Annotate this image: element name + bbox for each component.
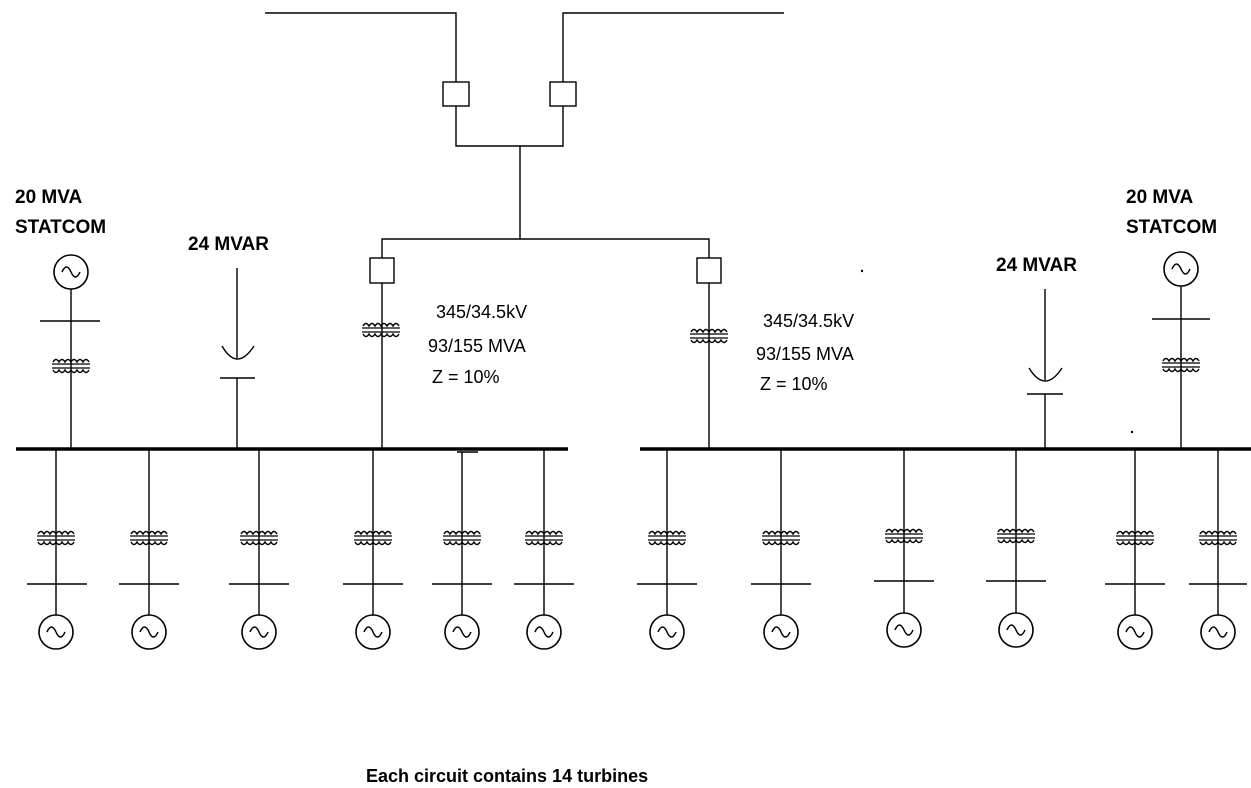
turbine-feeder[interactable] bbox=[514, 449, 574, 650]
turbine-generator-icon bbox=[763, 614, 799, 650]
incoming-line-left bbox=[265, 12, 457, 82]
breaker-main-xfmr-right[interactable] bbox=[696, 257, 722, 284]
turbine-generator-icon bbox=[355, 614, 391, 650]
turbine-generator-icon bbox=[1200, 614, 1236, 650]
turbine-feeder[interactable] bbox=[27, 449, 87, 650]
turbine-generator-icon bbox=[886, 612, 922, 648]
hv-bus-tie bbox=[381, 106, 710, 258]
statcom-right-name: STATCOM bbox=[1126, 217, 1217, 238]
breaker-main-xfmr-left[interactable] bbox=[369, 257, 395, 284]
statcom-right-generator-icon bbox=[1163, 251, 1199, 287]
transformer-left-voltage: 345/34.5kV bbox=[436, 302, 527, 322]
capbank-right-label: 24 MVAR bbox=[996, 255, 1077, 276]
turbine-feeder[interactable] bbox=[432, 452, 492, 650]
transformer-right-voltage: 345/34.5kV bbox=[763, 311, 854, 331]
turbine-feeder[interactable] bbox=[986, 449, 1046, 648]
footer-note: Each circuit contains 14 turbines bbox=[366, 766, 648, 786]
breaker-incoming-right[interactable] bbox=[549, 81, 577, 107]
turbine-feeder[interactable] bbox=[874, 449, 934, 648]
turbine-feeder[interactable] bbox=[1105, 449, 1165, 650]
statcom-right-rating: 20 MVA bbox=[1126, 187, 1194, 208]
turbine-feeder[interactable] bbox=[751, 449, 811, 650]
statcom-left-rating: 20 MVA bbox=[15, 187, 83, 208]
statcom-left-generator-icon bbox=[53, 254, 89, 290]
turbine-feeders-right bbox=[637, 449, 1247, 650]
capbank-left-label: 24 MVAR bbox=[188, 234, 269, 255]
turbine-generator-icon bbox=[649, 614, 685, 650]
turbine-feeder[interactable] bbox=[1189, 449, 1247, 650]
incoming-line-right bbox=[562, 12, 784, 82]
transformer-left-impedance: Z = 10% bbox=[432, 367, 500, 387]
turbine-feeders-left bbox=[27, 449, 574, 650]
turbine-feeder[interactable] bbox=[229, 449, 289, 650]
transformer-right-rating: 93/155 MVA bbox=[756, 344, 854, 364]
statcom-left[interactable] bbox=[40, 254, 100, 449]
turbine-feeder[interactable] bbox=[637, 449, 697, 650]
turbine-generator-icon bbox=[241, 614, 277, 650]
breaker-incoming-left[interactable] bbox=[442, 81, 470, 107]
turbine-feeder[interactable] bbox=[119, 449, 179, 650]
transformer-right-impedance: Z = 10% bbox=[760, 374, 828, 394]
capbank-left[interactable] bbox=[220, 268, 255, 449]
statcom-right[interactable] bbox=[1152, 251, 1210, 449]
main-transformer-left-icon bbox=[361, 322, 401, 338]
turbine-generator-icon bbox=[38, 614, 74, 650]
transformer-left-rating: 93/155 MVA bbox=[428, 336, 526, 356]
statcom-left-name: STATCOM bbox=[15, 217, 106, 238]
turbine-feeder[interactable] bbox=[343, 449, 403, 650]
capbank-right[interactable] bbox=[1027, 289, 1063, 449]
turbine-generator-icon bbox=[444, 614, 480, 650]
turbine-generator-icon bbox=[526, 614, 562, 650]
turbine-generator-icon bbox=[1117, 614, 1153, 650]
turbine-generator-icon bbox=[131, 614, 167, 650]
turbine-generator-icon bbox=[998, 612, 1034, 648]
